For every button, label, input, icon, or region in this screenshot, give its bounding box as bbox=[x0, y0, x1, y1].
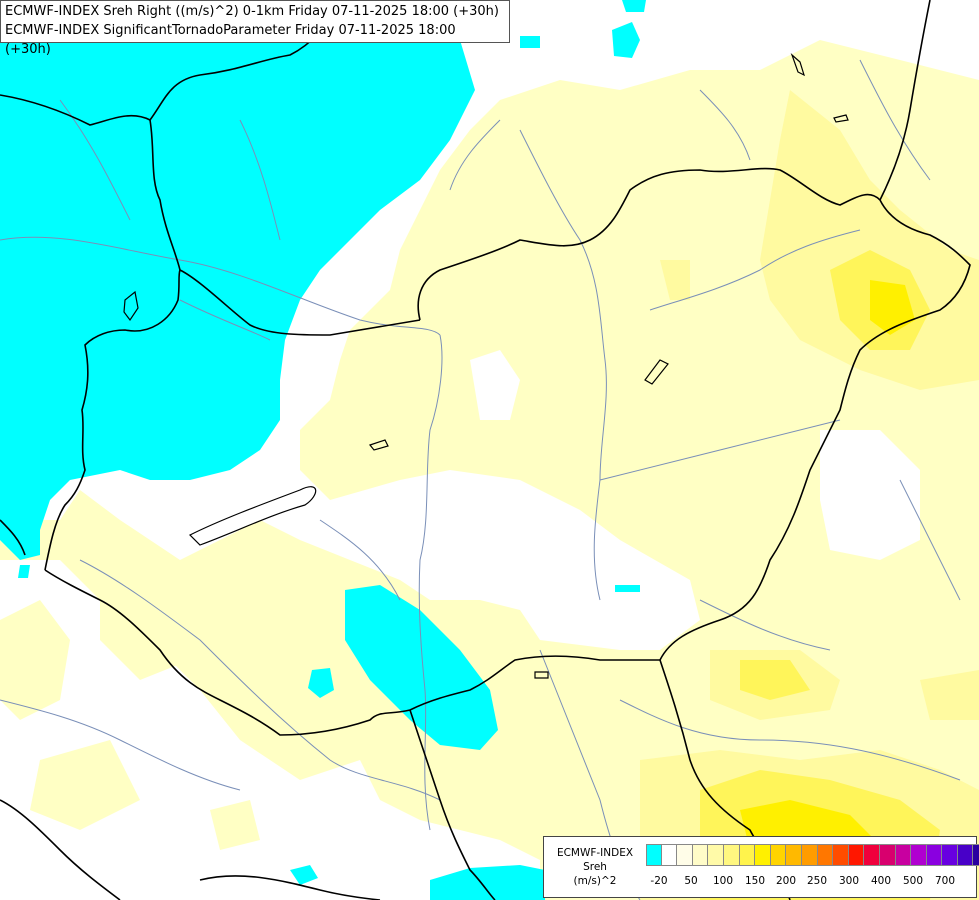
legend-swatch bbox=[973, 844, 979, 866]
legend-title: ECMWF-INDEX Sreh (m/s)^2 bbox=[548, 846, 642, 888]
legend-swatch bbox=[786, 844, 802, 866]
legend-swatch bbox=[879, 844, 896, 866]
legend-tick-label: 400 bbox=[870, 875, 892, 887]
legend-swatch bbox=[692, 844, 709, 866]
legend-swatch bbox=[661, 844, 678, 866]
legend-swatch bbox=[708, 844, 724, 866]
legend-tick-label: 250 bbox=[806, 875, 828, 887]
legend-swatch bbox=[833, 844, 849, 866]
river-lines bbox=[0, 59, 961, 900]
legend-swatch bbox=[864, 844, 880, 866]
legend-swatch bbox=[677, 844, 693, 866]
legend-title-line: Sreh bbox=[583, 861, 607, 873]
legend-swatch bbox=[848, 844, 865, 866]
legend-tick-label: 200 bbox=[775, 875, 797, 887]
legend-tick-label: 500 bbox=[902, 875, 924, 887]
cyan-shading bbox=[0, 0, 646, 900]
map-title-box: ECMWF-INDEX Sreh Right ((m/s)^2) 0-1km F… bbox=[0, 0, 510, 57]
legend-tick-label: 700 bbox=[934, 875, 956, 887]
legend-swatch bbox=[723, 844, 740, 866]
legend-swatch bbox=[770, 844, 787, 866]
legend-swatch bbox=[942, 844, 958, 866]
legend-swatch bbox=[926, 844, 943, 866]
legend-tick-label: 300 bbox=[838, 875, 860, 887]
lakes bbox=[123, 53, 849, 679]
legend-swatch bbox=[911, 844, 927, 866]
legend-swatch bbox=[895, 844, 912, 866]
legend-tick-label: 50 bbox=[684, 875, 698, 887]
legend-swatches bbox=[646, 844, 979, 866]
legend-swatch bbox=[739, 844, 756, 866]
legend-title-line: ECMWF-INDEX bbox=[556, 847, 634, 859]
legend-tick-label: -20 bbox=[650, 875, 668, 887]
title-line-1: ECMWF-INDEX Sreh Right ((m/s)^2) 0-1km F… bbox=[5, 4, 499, 19]
legend-swatch bbox=[957, 844, 974, 866]
pale-yellow-pockets bbox=[0, 560, 260, 850]
title-line-2: ECMWF-INDEX SignificantTornadoParameter … bbox=[5, 23, 456, 57]
legend-swatch bbox=[817, 844, 834, 866]
legend-tick-label: 150 bbox=[744, 875, 766, 887]
legend-swatch bbox=[646, 844, 662, 866]
legend-tick-label: 100 bbox=[712, 875, 734, 887]
legend-title-line: (m/s)^2 bbox=[573, 875, 617, 887]
legend-swatch bbox=[755, 844, 771, 866]
color-legend: ECMWF-INDEX Sreh (m/s)^2 -20 50 100 150 200 2… bbox=[543, 836, 979, 898]
legend-swatch bbox=[801, 844, 818, 866]
